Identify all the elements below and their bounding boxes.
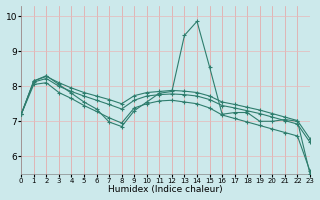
X-axis label: Humidex (Indice chaleur): Humidex (Indice chaleur)	[108, 185, 223, 194]
